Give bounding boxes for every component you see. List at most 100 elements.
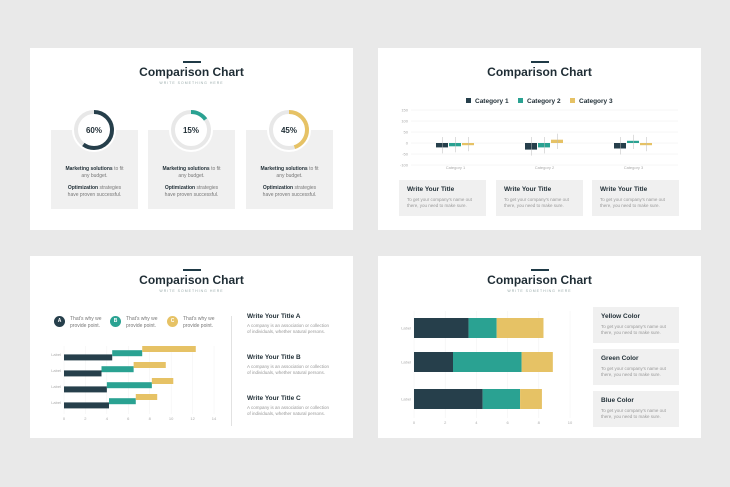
desc-line: Optimization strategies <box>51 185 138 192</box>
desc-bold: Optimization <box>164 185 196 191</box>
desc-line: any budget. <box>276 172 303 179</box>
info-item: Write Your Title C A company is an associ… <box>247 395 347 417</box>
info-card: Write Your Title To get your company's na… <box>592 180 679 216</box>
legend-text-line: That's why we <box>183 316 215 322</box>
desc-rest: to fit <box>112 166 124 172</box>
y-tick-label: 50 <box>404 130 409 135</box>
slide-subtitle: WRITE SOMETHING HERE <box>159 81 224 85</box>
legend-text-line: provide point. <box>126 322 157 329</box>
x-tick-label: Category 3 <box>624 165 644 170</box>
legend-swatch <box>518 98 523 103</box>
y-tick-label: 100 <box>401 119 408 124</box>
bar <box>551 139 563 143</box>
y-tick-label: Label <box>51 384 61 389</box>
slide-subtitle: WRITE SOMETHING HERE <box>159 289 224 293</box>
legend-text-line: That's why we <box>126 316 158 322</box>
stacked-bar-chart: 0 2 4 6 8 10 Label Label Label <box>401 311 573 425</box>
x-tick-label: 4 <box>475 420 478 425</box>
item-title: Write Your Title A <box>247 313 301 320</box>
card-text: To get your company's name out there, you… <box>407 197 478 209</box>
donut-description: Marketing solutions to fit any budget. Opt… <box>246 166 333 198</box>
legend-text-line: provide point. <box>70 322 101 329</box>
donut-description: Marketing solutions to fit any budget. Opt… <box>148 166 235 198</box>
legend-text: That's why we provide point. <box>126 316 158 329</box>
info-item: Write Your Title B A company is an associ… <box>247 354 347 376</box>
bar <box>640 143 652 146</box>
bar <box>106 382 152 389</box>
title-accent-line <box>182 61 201 63</box>
desc-bold: Marketing solutions <box>260 166 308 172</box>
y-tick-label: 0 <box>406 141 409 146</box>
x-tick-label: 8 <box>149 416 152 421</box>
donut-chart: 45% <box>267 108 311 152</box>
title-accent-line <box>530 269 549 271</box>
legend-label: Category 2 <box>527 98 561 105</box>
horizontal-bar-chart: 0 2 4 6 8 10 12 14 Label Label Label Label <box>51 346 217 421</box>
desc-line: Marketing solutions to fit <box>246 166 333 173</box>
y-tick-label: -50 <box>402 152 409 157</box>
slide-title: Comparison Chart <box>139 273 244 287</box>
title-accent-line <box>182 269 201 271</box>
y-tick-label: 150 <box>401 108 408 113</box>
x-tick-label: 6 <box>506 420 509 425</box>
desc-line: have proven successful. <box>164 191 219 198</box>
bar <box>109 398 136 405</box>
bar <box>133 362 166 368</box>
x-tick-label: Category 2 <box>535 165 555 170</box>
bar <box>614 143 626 149</box>
x-tick-label: 14 <box>212 416 217 421</box>
desc-rest: strategies <box>98 185 122 191</box>
y-tick-label: Label <box>51 400 61 405</box>
bar <box>64 354 113 361</box>
legend-text: That's why we provide point. <box>70 316 102 329</box>
bar-segment <box>521 352 553 372</box>
bar-segment <box>414 318 469 338</box>
x-tick-label: 4 <box>106 416 109 421</box>
divider <box>231 316 232 426</box>
info-card: Write Your Title To get your company's na… <box>399 180 486 216</box>
slide-stacked-bar[interactable]: Comparison Chart WRITE SOMETHING HERE 0 2… <box>378 256 701 438</box>
bar <box>436 143 448 148</box>
bar <box>627 140 639 143</box>
donut-arc <box>74 110 114 150</box>
slide-grouped-bar[interactable]: Comparison Chart Category 1 Category 2 Cat… <box>378 48 701 230</box>
bar-segment <box>468 318 497 338</box>
donut-arc <box>171 110 211 150</box>
info-card: Yellow Color To get your company's name o… <box>593 307 679 343</box>
bar-segment <box>520 389 542 409</box>
card-text: To get your company's name out there, you… <box>504 197 575 209</box>
desc-line: any budget. <box>81 172 108 179</box>
legend-text-line: That's why we <box>70 316 102 322</box>
bar <box>64 370 102 377</box>
slide-donut-comparison[interactable]: Comparison Chart WRITE SOMETHING HERE 60… <box>30 48 353 230</box>
card-text-line: there, you need to make sure. <box>600 203 660 208</box>
bar-segment <box>453 352 522 372</box>
item-text-line: of individuals, whether natural persons. <box>247 370 326 375</box>
item-text: A company is an association or collectio… <box>247 405 347 417</box>
desc-bold: Marketing solutions <box>65 166 113 172</box>
grouped-bar-chart: Category 1 Category 2 Category 3 150 100 50 0 -… <box>400 98 678 170</box>
item-text-line: A company is an association or collectio… <box>247 405 330 410</box>
card-text: To get your company's name out there, you… <box>600 197 671 209</box>
card-title: Blue Color <box>601 397 634 404</box>
donut-percent-label: 45% <box>281 126 297 135</box>
slide-title: Comparison Chart <box>487 65 592 79</box>
legend-text: That's why we provide point. <box>183 316 215 329</box>
donut-chart: 60% <box>72 108 116 152</box>
desc-line: any budget. <box>178 172 205 179</box>
desc-bold: Optimization <box>67 185 99 191</box>
card-title: Write Your Title <box>504 186 552 193</box>
slide-title: Comparison Chart <box>487 273 592 287</box>
slide-title: Comparison Chart <box>139 65 244 79</box>
item-text-line: of individuals, whether natural persons. <box>247 329 326 334</box>
bar <box>142 346 196 352</box>
donut-arc <box>269 110 309 150</box>
bar <box>135 394 158 400</box>
item-text-line: of individuals, whether natural persons. <box>247 411 326 416</box>
card-text-line: there, you need to make sure. <box>601 414 661 419</box>
info-card: Blue Color To get your company's name out… <box>593 391 679 427</box>
card-text-line: there, you need to make sure. <box>601 372 661 377</box>
card-text-line: To get your company's name out <box>601 408 666 413</box>
x-tick-label: 12 <box>190 416 195 421</box>
